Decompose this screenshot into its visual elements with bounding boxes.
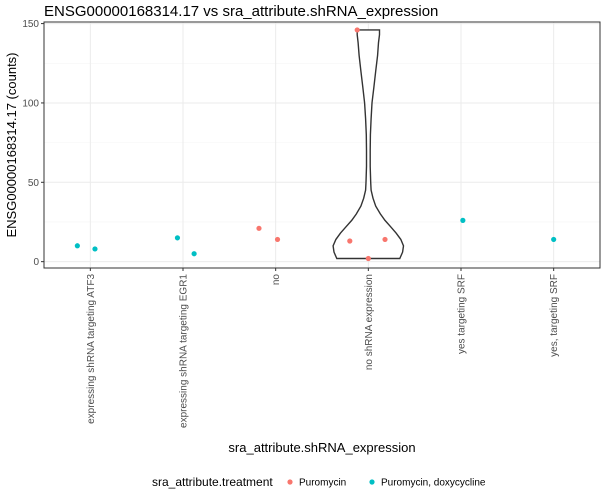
legend-key bbox=[287, 479, 293, 485]
legend-label: Puromycin, doxycycline bbox=[381, 478, 486, 489]
legend: sra_attribute.treatment Puromycin Puromyc… bbox=[152, 475, 486, 489]
x-tick-label: no shRNA expression bbox=[364, 274, 375, 370]
y-tick-label: 50 bbox=[28, 178, 40, 189]
violin-layer bbox=[332, 29, 405, 260]
x-tick-label: expressing shRNA targeting EGR1 bbox=[179, 274, 190, 428]
x-tick-label: expressing shRNA targeting ATF3 bbox=[86, 274, 97, 424]
y-tick-label: 0 bbox=[33, 257, 39, 268]
data-point bbox=[191, 251, 197, 257]
legend-key bbox=[369, 479, 375, 485]
y-axis-title: ENSG00000168314.17 (counts) bbox=[4, 52, 19, 237]
x-tick-label: yes, targeting SRF bbox=[549, 274, 560, 357]
data-point bbox=[256, 225, 262, 231]
legend-items: Puromycin Puromycin, doxycycline bbox=[287, 478, 486, 489]
y-tick-label: 150 bbox=[22, 19, 39, 30]
data-point bbox=[174, 235, 181, 241]
data-point bbox=[551, 236, 557, 243]
data-point bbox=[365, 255, 371, 262]
y-axis: 0 50 100 150 bbox=[22, 19, 44, 268]
data-point bbox=[347, 238, 353, 244]
grid bbox=[44, 22, 600, 268]
data-point bbox=[92, 246, 98, 252]
y-tick-label: 100 bbox=[22, 98, 39, 109]
data-point bbox=[354, 27, 360, 33]
data-point bbox=[460, 217, 466, 223]
legend-label: Puromycin bbox=[299, 478, 346, 489]
x-tick-label: no bbox=[271, 274, 282, 286]
data-point bbox=[74, 243, 80, 249]
chart-title: ENSG00000168314.17 vs sra_attribute.shRN… bbox=[44, 3, 438, 20]
data-point bbox=[274, 236, 281, 243]
panel-border bbox=[43, 21, 601, 269]
violin-shape bbox=[332, 29, 405, 260]
x-axis-title: sra_attribute.shRNA_expression bbox=[228, 440, 415, 455]
points-layer bbox=[74, 27, 557, 262]
x-axis: expressing shRNA targeting ATF3 expressin… bbox=[86, 268, 560, 428]
legend-title: sra_attribute.treatment bbox=[152, 475, 273, 489]
data-point bbox=[382, 236, 388, 243]
x-tick-label: yes targeting SRF bbox=[457, 274, 468, 354]
